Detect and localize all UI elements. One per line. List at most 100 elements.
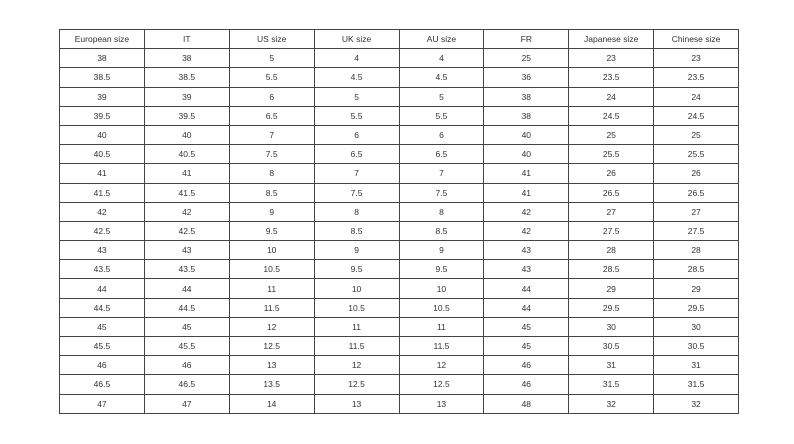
table-cell: 41 [59, 163, 145, 184]
table-cell: 8 [313, 201, 400, 222]
table-cell: 23 [653, 48, 739, 69]
table-cell: 29.5 [568, 297, 655, 318]
table-cell: 24 [653, 86, 739, 107]
table-cell: 30 [653, 316, 739, 338]
table-cell: 4.5 [398, 67, 485, 88]
table-row: 46 46 13 12 12 46 31 31 [59, 355, 739, 376]
table-cell: 29 [653, 278, 739, 299]
table-row: 43 43 10 9 9 43 28 28 [59, 240, 739, 261]
table-cell: 6.5 [313, 144, 400, 165]
table-cell: 13.5 [228, 374, 315, 395]
table-cell: 11.5 [228, 297, 315, 318]
table-cell: 28.5 [568, 259, 655, 280]
table-cell: 43 [59, 240, 145, 261]
table-row: 41 41 8 7 7 41 26 26 [59, 163, 739, 184]
table-cell: 45 [483, 335, 570, 357]
table-cell: 40 [483, 124, 570, 146]
table-cell: 39 [59, 86, 145, 107]
column-header: US size [228, 28, 315, 50]
table-cell: 36 [483, 67, 570, 88]
table-cell: 30.5 [568, 335, 655, 357]
table-cell: 44.5 [143, 297, 230, 318]
table-cell: 41.5 [59, 182, 145, 203]
table-cell: 5 [228, 48, 315, 69]
table-cell: 25.5 [568, 144, 655, 165]
table-cell: 10 [228, 240, 315, 261]
table-cell: 42.5 [59, 220, 145, 242]
table-cell: 9 [228, 201, 315, 222]
table-cell: 38 [483, 105, 570, 126]
table-cell: 9.5 [398, 259, 485, 280]
table-cell: 11 [398, 316, 485, 338]
column-header: Japanese size [568, 28, 655, 50]
table-cell: 5 [313, 86, 400, 107]
table-row: 45.5 45.5 12.5 11.5 11.5 45 30.5 30.5 [59, 335, 739, 357]
table-cell: 44 [59, 278, 145, 299]
table-cell: 4 [313, 48, 400, 69]
table-cell: 46.5 [59, 374, 145, 395]
table-cell: 44 [483, 278, 570, 299]
table-cell: 38.5 [59, 67, 145, 88]
table-row: 39.5 39.5 6.5 5.5 5.5 38 24.5 24.5 [59, 105, 739, 126]
table-cell: 12 [398, 355, 485, 376]
table-cell: 45 [59, 316, 145, 338]
table-cell: 7.5 [313, 182, 400, 203]
table-cell: 42 [483, 220, 570, 242]
table-cell: 7.5 [228, 144, 315, 165]
table-cell: 42 [59, 201, 145, 222]
table-cell: 25 [483, 48, 570, 69]
table-cell: 5.5 [313, 105, 400, 126]
table-cell: 42.5 [143, 220, 230, 242]
column-header: UK size [313, 28, 400, 50]
table-cell: 29 [568, 278, 655, 299]
table-cell: 26.5 [653, 182, 739, 203]
table-cell: 7 [398, 163, 485, 184]
table-cell: 40 [483, 144, 570, 165]
table-cell: 32 [568, 393, 655, 414]
table-cell: 46 [483, 374, 570, 395]
table-row: 42.5 42.5 9.5 8.5 8.5 42 27.5 27.5 [59, 220, 739, 242]
table-cell: 11.5 [398, 335, 485, 357]
table-cell: 24.5 [568, 105, 655, 126]
table-cell: 39.5 [59, 105, 145, 126]
table-cell: 12 [313, 355, 400, 376]
table-cell: 46.5 [143, 374, 230, 395]
table-cell: 28 [653, 240, 739, 261]
table-cell: 5.5 [398, 105, 485, 126]
table-cell: 11 [228, 278, 315, 299]
table-cell: 46 [59, 355, 145, 376]
table-cell: 26 [568, 163, 655, 184]
table-cell: 12.5 [228, 335, 315, 357]
table-cell: 41.5 [143, 182, 230, 203]
table-cell: 4 [398, 48, 485, 69]
table-cell: 43.5 [143, 259, 230, 280]
table-cell: 45 [483, 316, 570, 338]
table-cell: 26 [653, 163, 739, 184]
table-cell: 10.5 [313, 297, 400, 318]
table-cell: 46 [143, 355, 230, 376]
table-row: 38 38 5 4 4 25 23 23 [59, 48, 739, 69]
table-cell: 12.5 [398, 374, 485, 395]
table-cell: 9 [398, 240, 485, 261]
column-header: Chinese size [653, 28, 739, 50]
table-cell: 42 [483, 201, 570, 222]
table-cell: 43.5 [59, 259, 145, 280]
table-cell: 31 [568, 355, 655, 376]
table-row: 44.5 44.5 11.5 10.5 10.5 44 29.5 29.5 [59, 297, 739, 318]
table-cell: 7 [313, 163, 400, 184]
table-cell: 41 [483, 182, 570, 203]
table-cell: 6.5 [228, 105, 315, 126]
table-cell: 47 [143, 393, 230, 414]
table-cell: 23.5 [653, 67, 739, 88]
table-row: 39 39 6 5 5 38 24 24 [59, 86, 739, 107]
table-cell: 40.5 [59, 144, 145, 165]
table-cell: 29.5 [653, 297, 739, 318]
table-cell: 31.5 [568, 374, 655, 395]
table-cell: 10.5 [398, 297, 485, 318]
column-header: AU size [398, 28, 485, 50]
table-cell: 7 [228, 124, 315, 146]
table-cell: 40.5 [143, 144, 230, 165]
table-cell: 30.5 [653, 335, 739, 357]
table-cell: 45.5 [59, 335, 145, 357]
column-header: FR [483, 28, 570, 50]
